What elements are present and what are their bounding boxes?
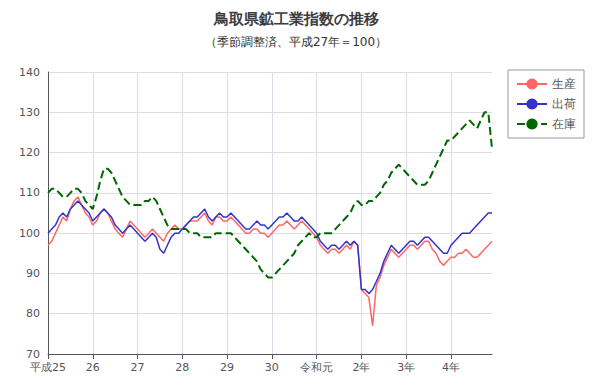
svg-text:3年: 3年 <box>397 361 415 374</box>
svg-text:30: 30 <box>265 361 279 374</box>
svg-text:27: 27 <box>131 361 145 374</box>
svg-text:120: 120 <box>19 146 40 159</box>
svg-text:80: 80 <box>26 307 40 320</box>
svg-text:鳥取県鉱工業指数の推移: 鳥取県鉱工業指数の推移 <box>213 10 379 28</box>
svg-text:100: 100 <box>19 227 40 240</box>
svg-text:29: 29 <box>220 361 234 374</box>
svg-text:（季節調整済、平成27年＝100）: （季節調整済、平成27年＝100） <box>205 35 387 49</box>
svg-text:生産: 生産 <box>552 77 576 91</box>
svg-text:28: 28 <box>175 361 189 374</box>
svg-text:90: 90 <box>26 267 40 280</box>
svg-text:在庫: 在庫 <box>552 117 576 131</box>
svg-text:4年: 4年 <box>442 361 460 374</box>
svg-text:2年: 2年 <box>352 361 370 374</box>
svg-text:70: 70 <box>26 348 40 361</box>
svg-text:26: 26 <box>86 361 100 374</box>
svg-text:令和元: 令和元 <box>300 361 333 374</box>
svg-text:平成25: 平成25 <box>30 361 66 374</box>
svg-text:110: 110 <box>19 186 40 199</box>
svg-text:140: 140 <box>19 66 40 79</box>
svg-text:出荷: 出荷 <box>552 97 576 111</box>
svg-text:130: 130 <box>19 106 40 119</box>
